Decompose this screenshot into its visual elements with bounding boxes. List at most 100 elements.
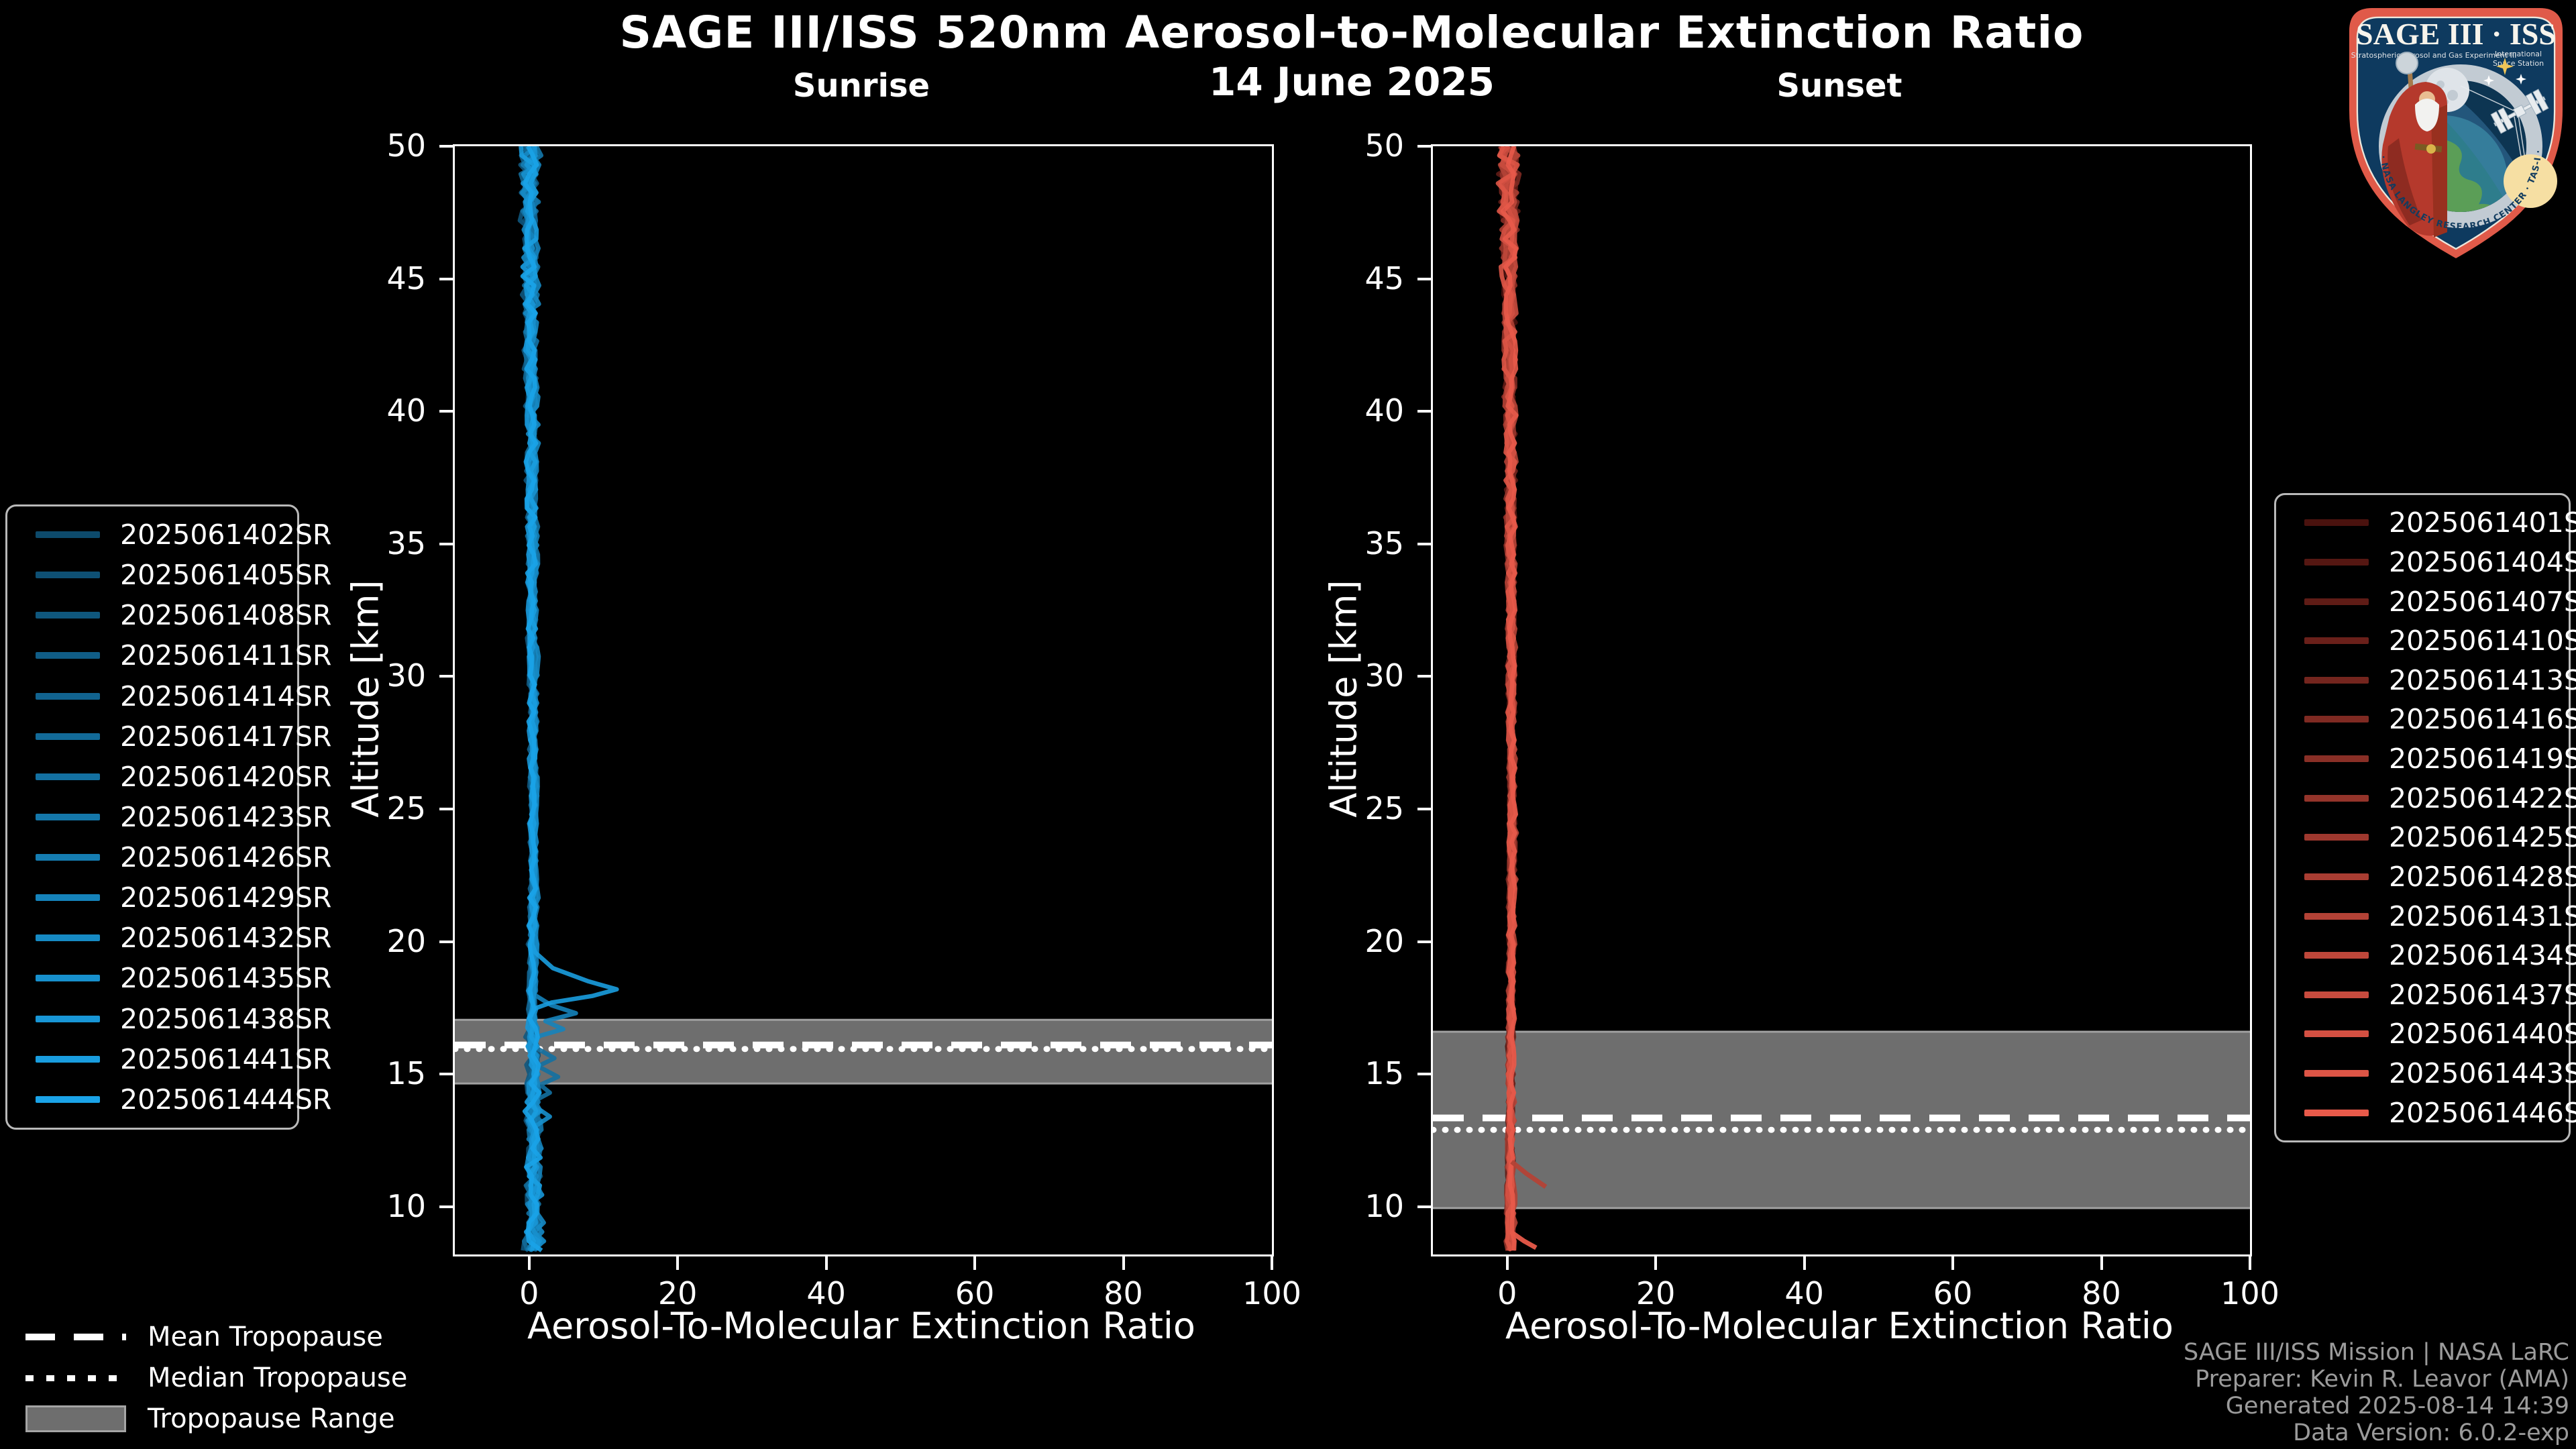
legend-item: 2025061407SS: [2276, 586, 2576, 618]
legend-item: 2025061413SS: [2276, 664, 2576, 696]
plot-area-sunrise: [453, 144, 1274, 1256]
svg-text:Stratospheric Aerosol and Gas: Stratospheric Aerosol and Gas Experiment…: [2351, 51, 2517, 60]
legend-event-label: 2025061428SS: [2389, 860, 2576, 893]
legend-event-label: 2025061414SR: [120, 680, 332, 712]
sage-iii-iss-mission-logo: SAGE III · ISS Stratospheric Aerosol and…: [2341, 0, 2567, 262]
legend-event-label: 2025061401SS: [2389, 506, 2576, 539]
median-tropopause-dot-icon: [25, 1375, 126, 1381]
legend-event-label: 2025061419SS: [2389, 743, 2576, 775]
y-tick-label: 20: [386, 922, 426, 959]
plot-area-sunset: [1431, 144, 2252, 1256]
y-tick-mark: [439, 940, 453, 943]
attribution: SAGE III/ISS Mission | NASA LaRC Prepare…: [2184, 1339, 2569, 1446]
x-tick-label: 20: [657, 1275, 698, 1311]
x-tick-label: 0: [1497, 1275, 1517, 1311]
legend-line-swatch-icon: [2304, 1070, 2369, 1077]
legend-line-swatch-icon: [36, 572, 100, 579]
legend-line-swatch-icon: [2304, 637, 2369, 645]
tropopause-legend-median: Median Tropopause: [25, 1361, 407, 1395]
legend-item: 2025061443SS: [2276, 1057, 2576, 1089]
legend-event-label: 2025061407SS: [2389, 585, 2576, 618]
x-tick-mark: [1122, 1256, 1125, 1270]
y-tick-label: 20: [1364, 922, 1404, 959]
attribution-line: SAGE III/ISS Mission | NASA LaRC: [2184, 1339, 2569, 1366]
legend-line-swatch-icon: [36, 773, 100, 780]
x-tick-mark: [1803, 1256, 1806, 1270]
legend-event-label: 2025061417SR: [120, 720, 332, 753]
figure-date-subtitle: 14 June 2025: [1208, 59, 1495, 105]
y-tick-label: 25: [386, 790, 426, 827]
x-tick-mark: [1505, 1256, 1509, 1270]
panel-title-sunrise: Sunrise: [792, 67, 930, 105]
legend-event-label: 2025061426SR: [120, 841, 332, 874]
median-tropopause-label: Median Tropopause: [148, 1362, 408, 1393]
legend-item: 2025061444SR: [7, 1083, 331, 1116]
legend-line-swatch-icon: [2304, 1109, 2369, 1116]
x-tick-mark: [824, 1256, 828, 1270]
legend-event-label: 2025061437SS: [2389, 978, 2576, 1011]
legend-item: 2025061420SR: [7, 761, 331, 793]
sun-icon: [2504, 154, 2557, 208]
legend-event-label: 2025061446SS: [2389, 1096, 2576, 1129]
y-tick-mark: [439, 410, 453, 413]
legend-item: 2025061438SR: [7, 1003, 331, 1035]
legend-line-swatch-icon: [2304, 873, 2369, 880]
legend-event-label: 2025061431SS: [2389, 900, 2576, 932]
legend-item: 2025061404SS: [2276, 546, 2576, 578]
legend-line-swatch-icon: [36, 531, 100, 539]
y-tick-label: 45: [386, 260, 426, 297]
legend-line-swatch-icon: [2304, 676, 2369, 684]
legend-event-label: 2025061443SS: [2389, 1057, 2576, 1090]
legend-item: 2025061426SR: [7, 841, 331, 873]
legend-sunset-events: 2025061401SS 2025061404SS 2025061407SS 2025…: [2274, 493, 2576, 1142]
y-tick-label: 45: [1364, 260, 1404, 297]
y-tick-label: 15: [386, 1055, 426, 1092]
legend-event-label: 2025061440SS: [2389, 1018, 2576, 1051]
x-tick-label: 40: [806, 1275, 846, 1311]
y-tick-mark: [1417, 675, 1431, 678]
attribution-line: Data Version: 6.0.2-exp: [2293, 1419, 2569, 1446]
x-tick-mark: [527, 1256, 531, 1270]
legend-item: 2025061408SR: [7, 599, 331, 631]
legend-event-label: 2025061413SS: [2389, 663, 2576, 696]
legend-line-swatch-icon: [2304, 952, 2369, 959]
legend-event-label: 2025061404SS: [2389, 545, 2576, 578]
profile-2025061444SR: [520, 146, 543, 1252]
sage-figure-icon: [2381, 52, 2447, 237]
y-tick-label: 25: [1364, 790, 1404, 827]
legend-item: 2025061441SR: [7, 1043, 331, 1075]
legend-item: 2025061440SS: [2276, 1018, 2576, 1050]
panel-title-sunset: Sunset: [1776, 67, 1902, 105]
legend-line-swatch-icon: [2304, 755, 2369, 763]
figure-title: SAGE III/ISS 520nm Aerosol-to-Molecular …: [619, 7, 2084, 58]
legend-item: 2025061402SR: [7, 519, 331, 551]
legend-item: 2025061435SR: [7, 962, 331, 994]
legend-line-swatch-icon: [2304, 519, 2369, 527]
legend-item: 2025061401SS: [2276, 506, 2576, 539]
legend-item: 2025061411SR: [7, 639, 331, 672]
x-tick-label: 60: [1933, 1275, 1973, 1311]
legend-event-label: 2025061422SS: [2389, 782, 2576, 814]
legend-event-label: 2025061438SR: [120, 1002, 332, 1035]
tropopause-legend-mean: Mean Tropopause: [25, 1320, 383, 1354]
legend-line-swatch-icon: [2304, 558, 2369, 566]
y-tick-label: 50: [386, 127, 426, 164]
legend-item: 2025061432SR: [7, 922, 331, 954]
legend-item: 2025061446SS: [2276, 1097, 2576, 1129]
legend-line-swatch-icon: [36, 894, 100, 902]
legend-item: 2025061434SS: [2276, 939, 2576, 971]
x-tick-mark: [2249, 1256, 2251, 1270]
attribution-line: Preparer: Kevin R. Leavor (AMA): [2195, 1366, 2569, 1393]
legend-line-swatch-icon: [36, 1055, 100, 1063]
legend-event-label: 2025061402SR: [120, 519, 332, 551]
y-tick-mark: [1417, 542, 1431, 545]
y-tick-mark: [1417, 145, 1431, 148]
legend-line-swatch-icon: [2304, 834, 2369, 841]
x-tick-mark: [973, 1256, 977, 1270]
y-tick-label: 15: [1364, 1055, 1404, 1092]
legend-event-label: 2025061444SR: [120, 1083, 332, 1116]
legend-line-swatch-icon: [2304, 991, 2369, 998]
y-tick-mark: [439, 145, 453, 148]
x-tick-mark: [1271, 1256, 1273, 1270]
legend-event-label: 2025061405SR: [120, 559, 332, 592]
